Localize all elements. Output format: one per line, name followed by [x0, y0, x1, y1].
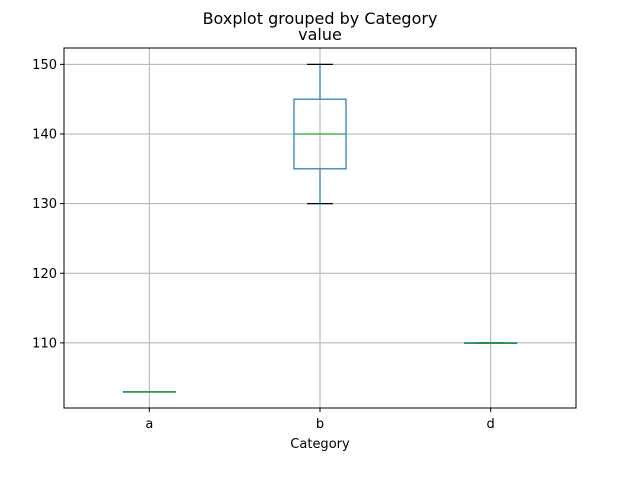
x-tick-label: a [145, 417, 153, 432]
y-axis: 110 120 130 140 150 [32, 58, 64, 351]
grid-lines [64, 48, 576, 408]
x-axis-label: Category [290, 437, 350, 452]
y-tick-label: 150 [32, 58, 57, 73]
boxes [122, 63, 518, 393]
y-tick-label: 140 [32, 127, 57, 142]
y-tick-label: 130 [32, 197, 57, 212]
x-tick-label: d [487, 417, 495, 432]
chart-title: value [298, 25, 342, 44]
x-tick-label: b [316, 417, 324, 432]
plot-frame [63, 47, 577, 409]
y-tick-label: 110 [32, 336, 57, 351]
y-tick-label: 120 [32, 267, 57, 282]
chart-suptitle: Boxplot grouped by Category [203, 9, 438, 28]
